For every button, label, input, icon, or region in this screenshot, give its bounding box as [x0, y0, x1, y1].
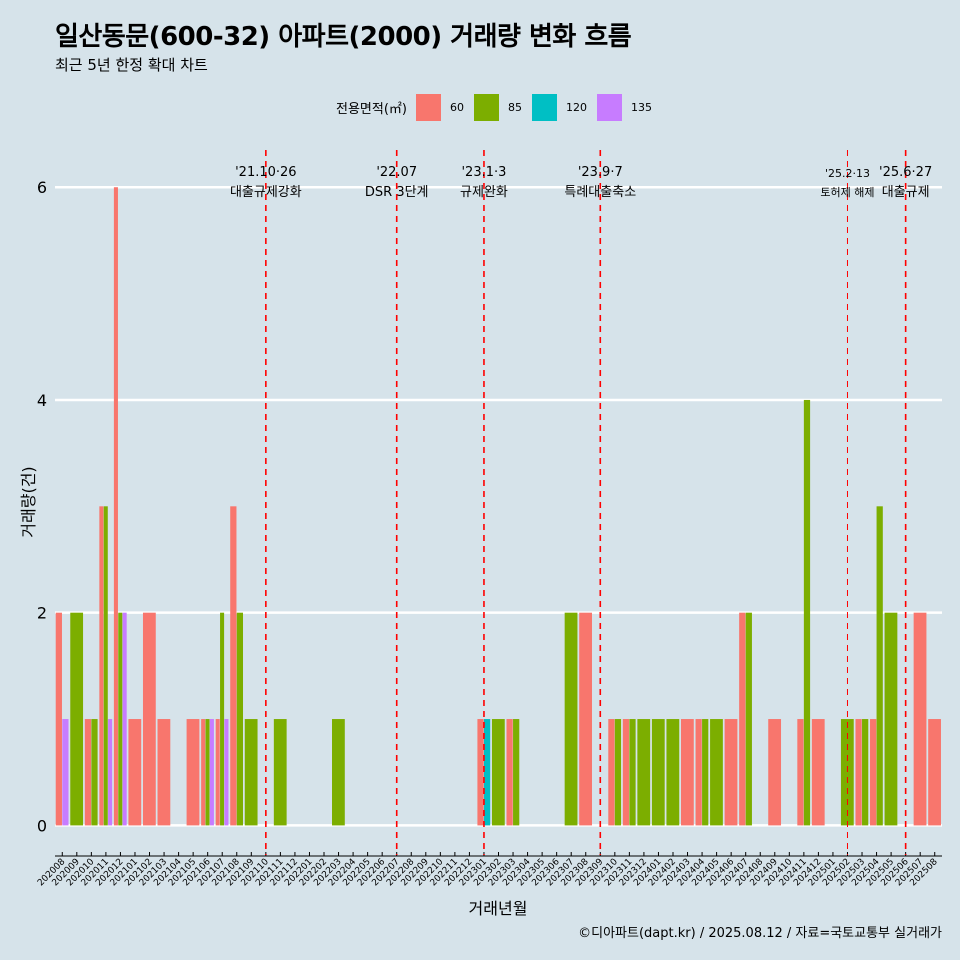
bar-85-202310 [614, 719, 622, 826]
bar-60-202012 [113, 187, 118, 826]
event-label-202207: DSR 3단계 [365, 185, 429, 200]
bar-85-202405 [710, 719, 723, 826]
event-date-202506: '25.6·27 [879, 165, 932, 180]
legend-swatch-85 [473, 93, 499, 121]
event-date-202301: '23.1·3 [461, 165, 506, 180]
bar-60-202103 [157, 719, 171, 826]
bar-60-202503 [855, 719, 862, 826]
legend-swatch-135 [596, 93, 622, 121]
bar-85-202311 [629, 719, 636, 826]
bar-120-202301 [483, 719, 491, 826]
bar-85-202312 [637, 719, 651, 826]
bar-85-202505 [884, 612, 898, 826]
bar-85-202502 [840, 719, 854, 826]
legend-label-120: 120 [565, 100, 587, 114]
bar-85-202012 [118, 612, 123, 826]
bar-60-202101 [128, 719, 142, 826]
bar-85-202307 [564, 612, 578, 826]
event-label-202301: 규제완화 [460, 185, 508, 200]
bar-85-202402 [666, 719, 680, 826]
legend: 전용면적(㎡) 60 85 120 135 [336, 93, 662, 121]
bar-135-202106 [209, 719, 214, 826]
bar-85-202011 [103, 506, 108, 826]
bar-60-202406 [724, 719, 738, 826]
event-label-202309: 특례대출축소 [564, 185, 636, 200]
chart-title: 일산동문(600-32) 아파트(2000) 거래량 변화 흐름 [55, 22, 632, 52]
bar-60-202106 [201, 719, 206, 826]
event-date-202502: '25.2·13 [825, 167, 870, 180]
bar-60-202011 [99, 506, 104, 826]
x-axis-title: 거래년월 [469, 899, 528, 918]
bar-135-202012 [122, 612, 127, 826]
bar-60-202303 [506, 719, 513, 826]
bar-85-202203 [332, 719, 345, 826]
legend-item-85: 85 [473, 93, 527, 121]
bar-60-202404 [695, 719, 702, 826]
legend-label-135: 135 [630, 100, 652, 114]
y-axis-title: 거래량(건) [19, 466, 38, 537]
bar-60-202411 [797, 719, 804, 826]
event-label-202506: 대출규제 [882, 185, 930, 200]
source-footer: ©디아파트(dapt.kr) / 2025.08.12 / 자료=국토교통부 실… [578, 926, 942, 941]
event-date-202110: '21.10·26 [235, 165, 296, 180]
bar-85-202111 [273, 719, 287, 826]
legend-label-85: 85 [507, 100, 522, 114]
legend-item-135: 135 [596, 93, 657, 121]
bar-60-202508 [928, 719, 941, 826]
y-tick-label: 6 [37, 178, 47, 197]
bar-85-202109 [244, 719, 258, 826]
bar-85-202407 [745, 612, 752, 826]
bar-60-202311 [622, 719, 630, 826]
legend-label-60: 60 [449, 100, 464, 114]
bar-60-202504 [870, 719, 877, 826]
legend-swatch-120 [531, 93, 557, 121]
bar-85-202411 [803, 399, 811, 826]
event-date-202309: '23.9·7 [578, 165, 623, 180]
event-date-202207: '22.07 [376, 165, 417, 180]
bar-60-202407 [739, 612, 746, 826]
bar-60-202107 [215, 719, 220, 826]
bar-85-202302 [491, 719, 505, 826]
bar-60-202102 [142, 612, 156, 826]
bar-85-202404 [702, 719, 709, 826]
legend-item-120: 120 [531, 93, 592, 121]
bar-85-202107 [220, 612, 225, 826]
bar-60-202108 [230, 506, 237, 826]
bar-85-202503 [862, 719, 869, 826]
event-label-202502: 토허제 해제 [820, 185, 874, 199]
bar-60-202412 [811, 719, 825, 826]
bar-135-202011 [108, 719, 113, 826]
bar-60-202010 [84, 719, 92, 826]
legend-title: 전용면적(㎡) [336, 101, 407, 117]
bar-85-202401 [651, 719, 665, 826]
bar-85-202303 [513, 719, 520, 826]
legend-swatch-60 [415, 93, 441, 121]
bar-60-202008 [55, 612, 62, 826]
chart-subtitle: 최근 5년 한정 확대 차트 [55, 56, 208, 74]
bar-60-202507 [913, 612, 927, 826]
event-label-202110: 대출규제강화 [230, 185, 302, 200]
bar-60-202105 [186, 719, 200, 826]
bar-85-202106 [205, 719, 210, 826]
bar-60-202308 [579, 612, 592, 826]
bar-60-202310 [608, 719, 615, 826]
bar-85-202108 [236, 612, 244, 826]
bar-135-202107 [224, 719, 229, 826]
y-tick-label: 0 [37, 816, 47, 835]
bar-85-202010 [91, 719, 98, 826]
bar-60-202301 [477, 719, 484, 826]
y-tick-label: 2 [37, 604, 47, 623]
bar-60-202409 [768, 719, 782, 826]
y-tick-label: 4 [37, 391, 47, 410]
bar-135-202008 [62, 719, 69, 826]
bar-85-202504 [876, 506, 883, 826]
bar-85-202009 [70, 612, 84, 826]
bar-60-202403 [680, 719, 694, 826]
legend-item-60: 60 [415, 93, 469, 121]
